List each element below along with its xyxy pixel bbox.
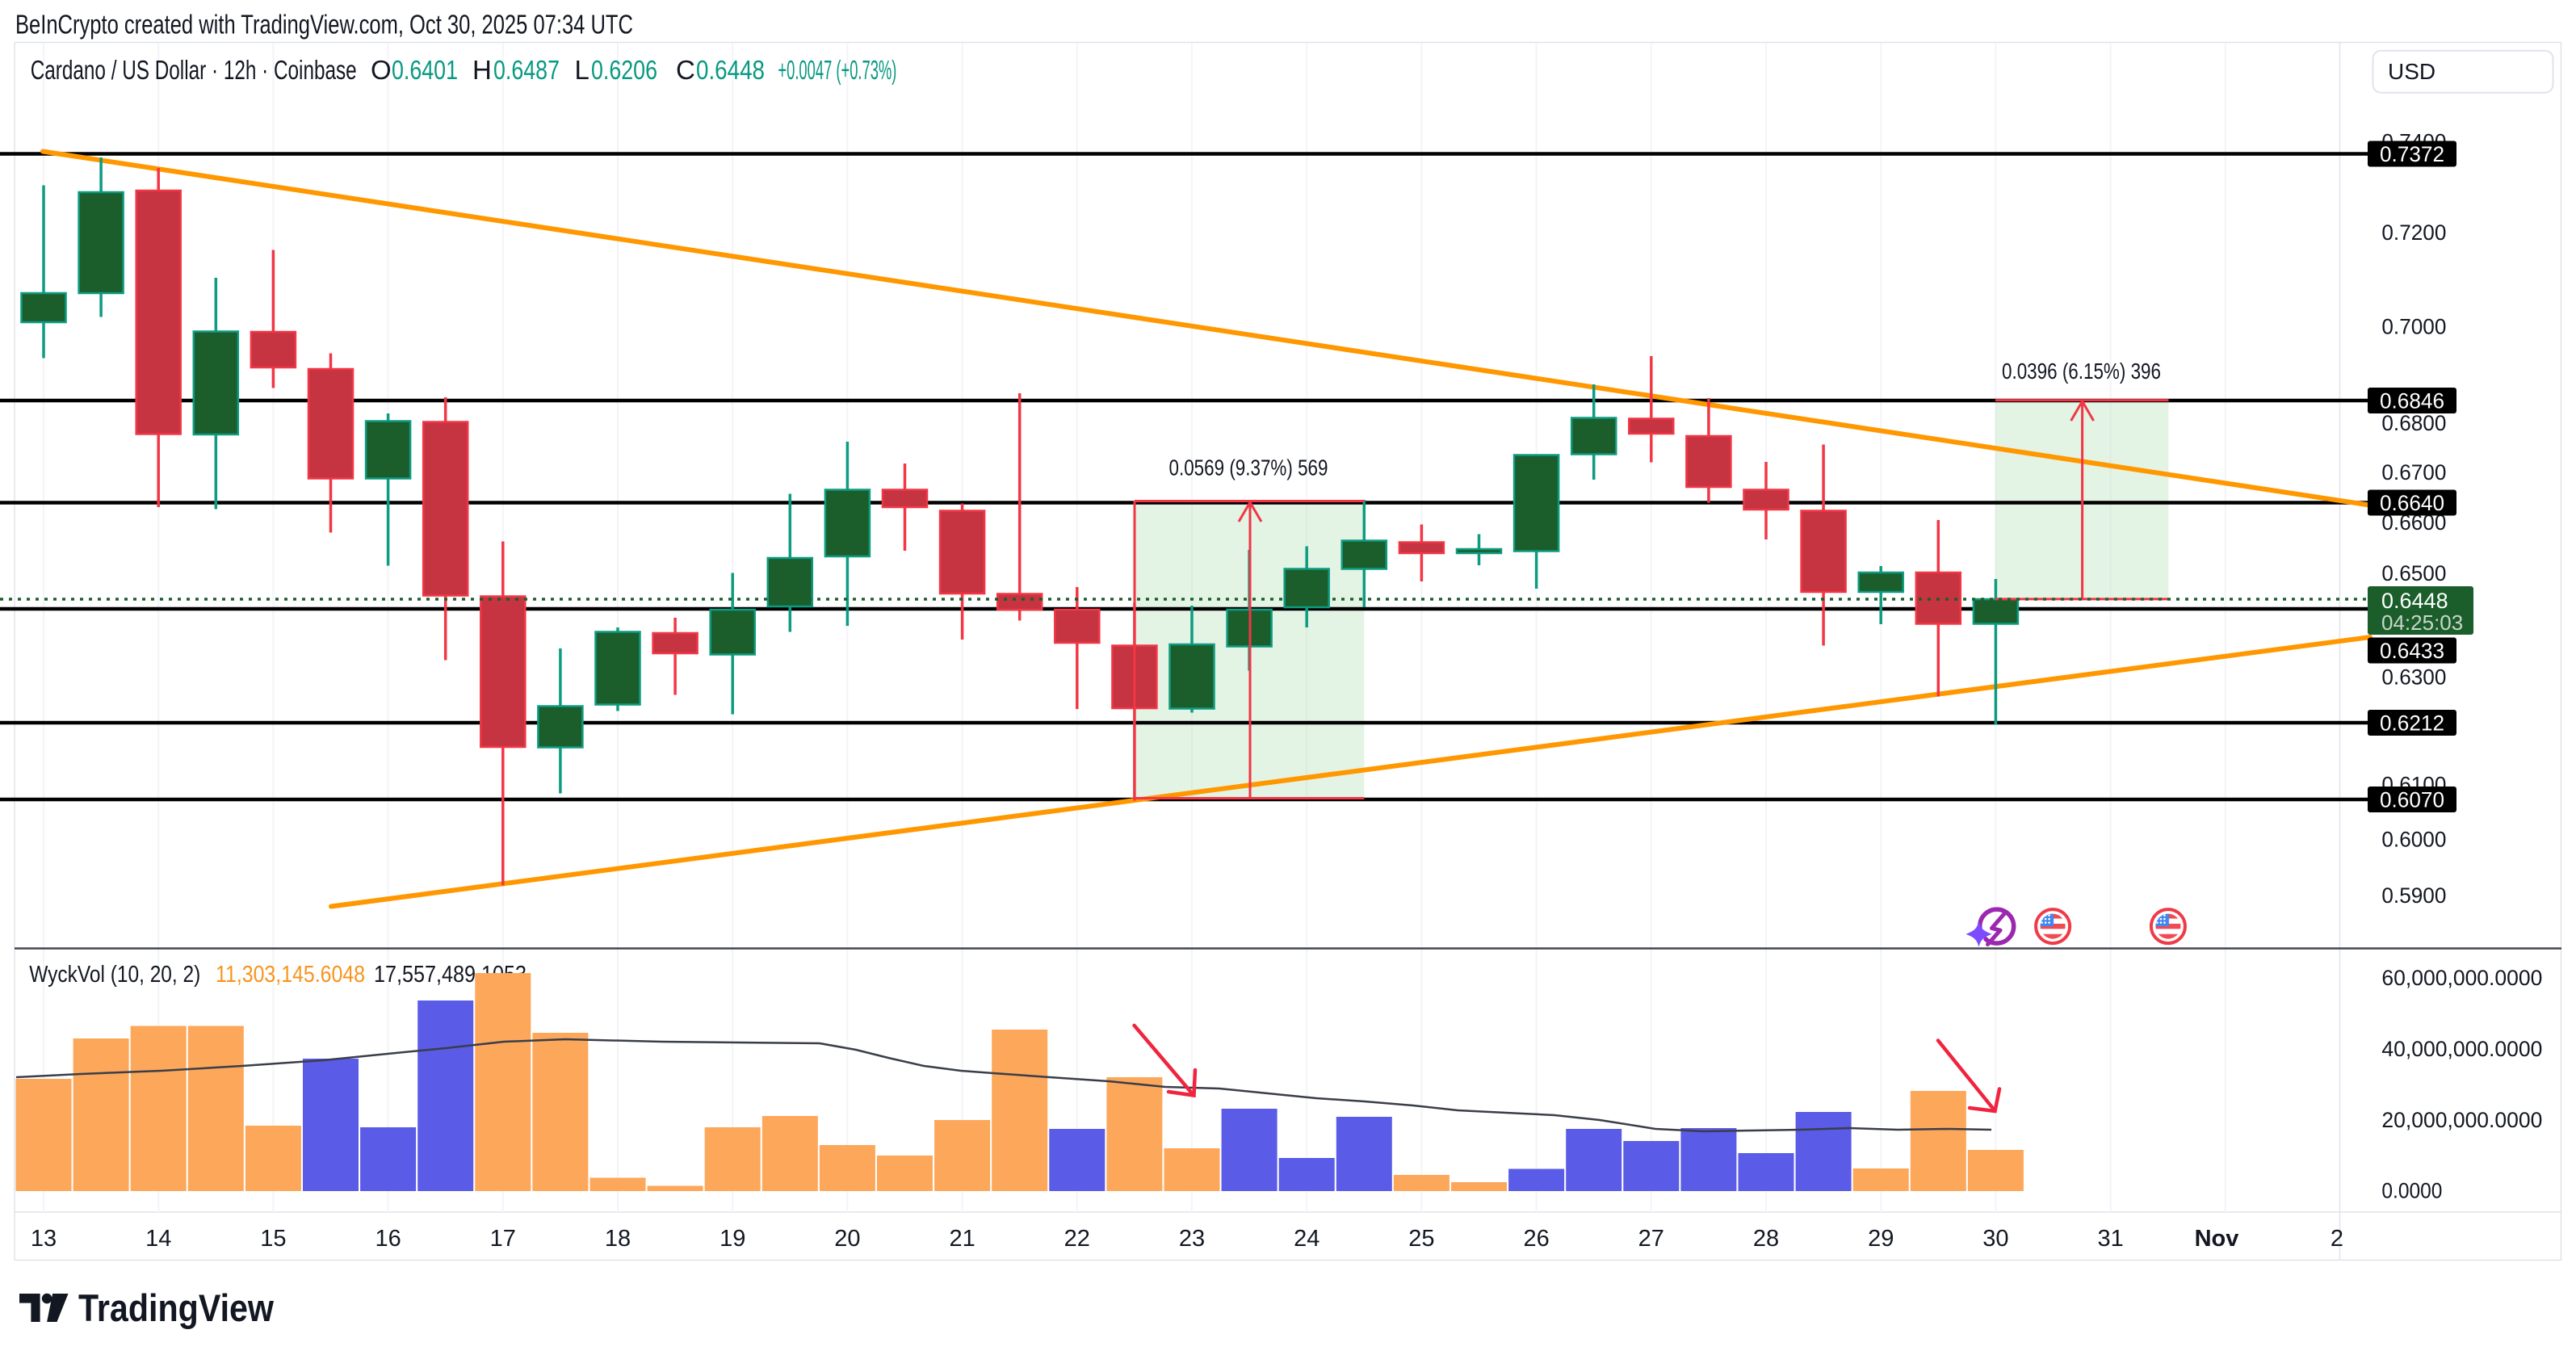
svg-text:0.6433: 0.6433	[2380, 639, 2444, 663]
svg-text:20: 20	[834, 1226, 860, 1252]
svg-text:0.0000: 0.0000	[2381, 1178, 2442, 1202]
svg-text:11,303,145.6048: 11,303,145.6048	[216, 962, 365, 988]
svg-text:17: 17	[490, 1226, 516, 1252]
svg-text:L: L	[575, 55, 589, 85]
svg-text:0.6206: 0.6206	[591, 55, 657, 85]
svg-text:0.6070: 0.6070	[2380, 788, 2444, 812]
svg-text:13: 13	[31, 1226, 57, 1252]
svg-text:31: 31	[2097, 1226, 2123, 1252]
svg-text:TradingView: TradingView	[78, 1286, 274, 1329]
svg-text:0.7200: 0.7200	[2381, 220, 2446, 245]
svg-text:15: 15	[260, 1226, 286, 1252]
svg-text:0.6448: 0.6448	[2381, 589, 2448, 613]
svg-text:0.6401: 0.6401	[392, 55, 458, 85]
svg-text:0.6640: 0.6640	[2380, 491, 2444, 515]
svg-text:0.6448: 0.6448	[696, 55, 765, 85]
svg-text:0.7000: 0.7000	[2381, 314, 2446, 338]
svg-text:0.6700: 0.6700	[2381, 460, 2446, 485]
svg-text:H: H	[472, 55, 492, 85]
svg-text:0.6846: 0.6846	[2380, 389, 2444, 413]
svg-text:29: 29	[1868, 1226, 1894, 1252]
svg-text:USD: USD	[2388, 59, 2435, 84]
svg-text:40,000,000.0000: 40,000,000.0000	[2381, 1037, 2542, 1061]
svg-text:0.0569 (9.37%) 569: 0.0569 (9.37%) 569	[1169, 455, 1328, 480]
svg-text:18: 18	[605, 1226, 631, 1252]
svg-text:0.7372: 0.7372	[2380, 142, 2444, 166]
svg-text:22: 22	[1064, 1226, 1090, 1252]
svg-text:04:25:03: 04:25:03	[2381, 610, 2463, 635]
svg-text:Nov: Nov	[2195, 1226, 2239, 1252]
svg-text:0.6487: 0.6487	[493, 55, 560, 85]
svg-text:0.6300: 0.6300	[2381, 665, 2446, 690]
svg-text:27: 27	[1638, 1226, 1664, 1252]
svg-text:0.6500: 0.6500	[2381, 561, 2446, 585]
svg-text:0.6000: 0.6000	[2381, 828, 2446, 852]
svg-text:BeInCrypto created with Tradin: BeInCrypto created with TradingView.com,…	[15, 10, 633, 40]
svg-text:28: 28	[1753, 1226, 1779, 1252]
svg-text:Cardano / US Dollar · 12h · Co: Cardano / US Dollar · 12h · Coinbase	[31, 55, 357, 85]
svg-text:+0.0047 (+0.73%): +0.0047 (+0.73%)	[778, 55, 896, 85]
svg-text:WyckVol (10, 20, 2): WyckVol (10, 20, 2)	[29, 962, 200, 988]
svg-text:26: 26	[1523, 1226, 1549, 1252]
svg-text:0.6212: 0.6212	[2380, 711, 2444, 736]
svg-text:21: 21	[949, 1226, 975, 1252]
svg-text:C: C	[676, 55, 695, 85]
svg-text:0.6800: 0.6800	[2381, 411, 2446, 435]
svg-text:0.0396 (6.15%) 396: 0.0396 (6.15%) 396	[2002, 359, 2161, 384]
svg-text:20,000,000.0000: 20,000,000.0000	[2381, 1108, 2542, 1132]
svg-text:60,000,000.0000: 60,000,000.0000	[2381, 966, 2542, 990]
svg-text:0.5900: 0.5900	[2381, 883, 2446, 908]
svg-text:25: 25	[1408, 1226, 1434, 1252]
svg-text:14: 14	[145, 1226, 171, 1252]
svg-text:23: 23	[1179, 1226, 1205, 1252]
svg-text:16: 16	[375, 1226, 401, 1252]
svg-text:30: 30	[1982, 1226, 2008, 1252]
svg-text:O: O	[371, 55, 392, 85]
svg-text:2: 2	[2331, 1226, 2343, 1252]
svg-text:24: 24	[1294, 1226, 1319, 1252]
svg-text:19: 19	[720, 1226, 745, 1252]
